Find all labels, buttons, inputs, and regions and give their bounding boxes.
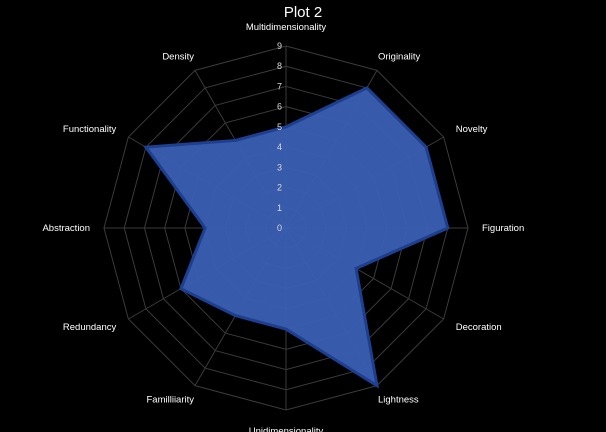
category-label-decoration: Decoration — [456, 322, 502, 333]
category-label-novelty: Novelty — [456, 124, 488, 135]
category-label-unidimensionality: Unidimensionality — [249, 426, 324, 432]
tick-label-0: 0 — [277, 223, 282, 233]
category-label-familliiarity: Familliiarity — [147, 394, 195, 405]
category-label-functionality: Functionality — [63, 124, 117, 135]
radar-tick-labels: 0 1 2 3 4 5 6 7 8 9 — [277, 41, 282, 233]
tick-label-2: 2 — [277, 183, 282, 193]
category-label-multidimensionality: Multidimensionality — [246, 22, 327, 33]
category-label-abstraction: Abstraction — [42, 223, 90, 234]
tick-label-4: 4 — [277, 142, 282, 152]
radar-series-layer — [143, 86, 450, 389]
category-label-originality: Originality — [378, 52, 420, 63]
tick-label-5: 5 — [277, 122, 282, 132]
radar-category-labels: Multidimensionality Originality Novelty Fig… — [42, 22, 524, 432]
series-area-0 — [143, 86, 450, 389]
category-label-figuration: Figuration — [482, 223, 524, 234]
category-label-redundancy: Redundancy — [63, 322, 117, 333]
tick-label-7: 7 — [277, 81, 282, 91]
chart-title: Plot 2 — [283, 4, 323, 21]
category-label-lightness: Lightness — [378, 394, 419, 405]
tick-label-1: 1 — [277, 203, 282, 213]
tick-label-3: 3 — [277, 162, 282, 172]
tick-label-9: 9 — [277, 41, 282, 51]
category-label-density: Density — [162, 52, 194, 63]
tick-label-8: 8 — [277, 61, 282, 71]
tick-label-6: 6 — [277, 102, 282, 112]
